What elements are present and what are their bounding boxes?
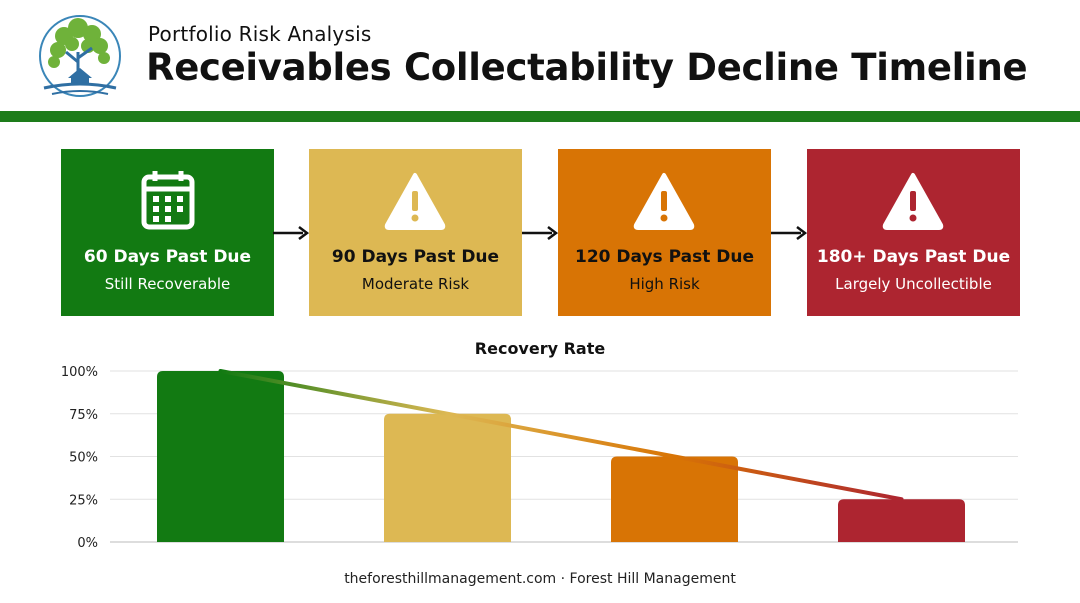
header-divider — [0, 111, 1080, 122]
stage-180-days: 180+ Days Past Due Largely Uncollectible — [807, 149, 1020, 316]
arrow-icon — [771, 224, 808, 242]
arrow-icon — [522, 224, 559, 242]
warning-icon — [633, 173, 695, 230]
stage-label: 60 Days Past Due — [83, 247, 252, 267]
stage-desc: Moderate Risk — [361, 275, 470, 293]
y-tick-label: 0% — [77, 536, 98, 551]
bar — [611, 456, 738, 542]
warning-icon — [384, 173, 446, 230]
bar — [384, 413, 511, 542]
stage-desc: High Risk — [629, 275, 700, 293]
page-title: Receivables Collectability Decline Timel… — [146, 46, 1028, 89]
stage-90-days: 90 Days Past Due Moderate Risk — [309, 149, 522, 316]
stage-desc: Still Recoverable — [104, 275, 231, 293]
arrow-icon — [273, 224, 310, 242]
stage-120-days: 120 Days Past Due High Risk — [558, 149, 771, 316]
bar — [157, 371, 284, 542]
y-tick-label: 25% — [69, 493, 98, 508]
stage-label: 120 Days Past Due — [575, 247, 754, 267]
stage-label: 90 Days Past Due — [331, 247, 500, 267]
calendar-icon — [141, 171, 195, 230]
y-tick-label: 50% — [69, 451, 98, 466]
chart-title: Recovery Rate — [474, 339, 606, 358]
bar — [838, 499, 965, 542]
header: Portfolio Risk Analysis Receivables Coll… — [0, 0, 1080, 112]
warning-icon — [882, 173, 944, 230]
trend-line — [218, 369, 904, 502]
stage-desc: Largely Uncollectible — [835, 275, 992, 293]
tree-house-logo-icon — [39, 15, 121, 97]
y-tick-label: 100% — [61, 365, 98, 380]
y-tick-label: 75% — [69, 408, 98, 423]
stage-60-days: 60 Days Past Due Still Recoverable — [61, 149, 274, 316]
subtitle: Portfolio Risk Analysis — [148, 22, 372, 46]
footer: theforesthillmanagement.com · Forest Hil… — [344, 571, 736, 587]
stage-label: 180+ Days Past Due — [816, 247, 1011, 267]
